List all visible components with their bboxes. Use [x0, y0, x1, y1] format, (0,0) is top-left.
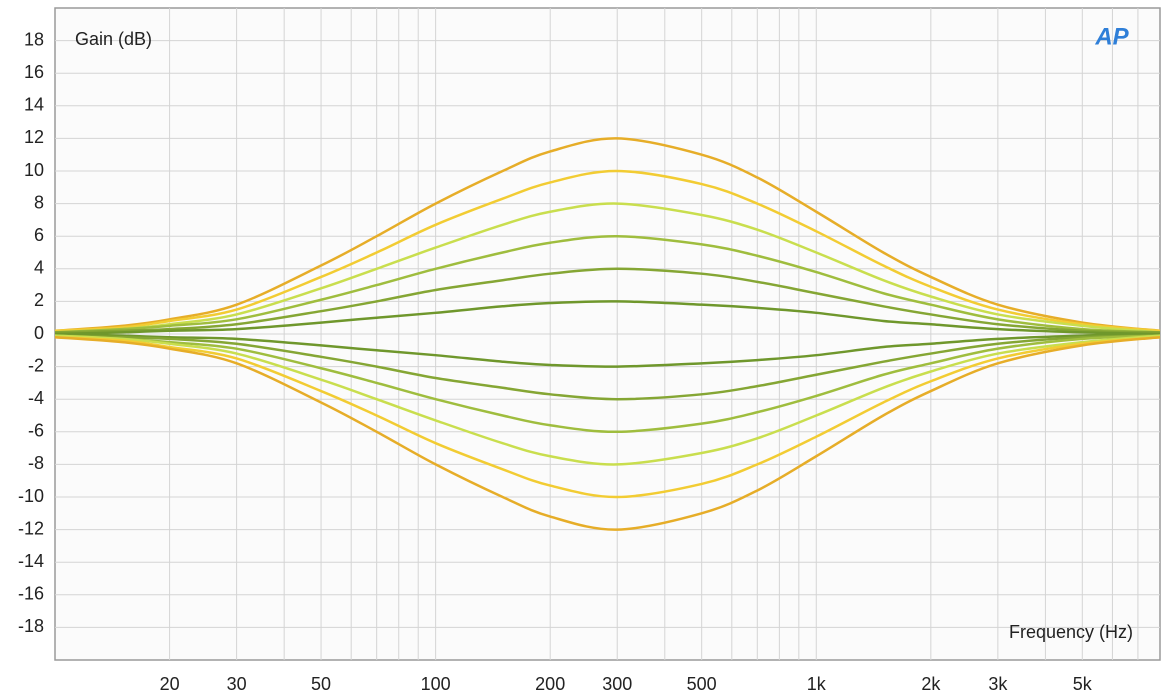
- curve: [54, 336, 1161, 531]
- x-axis-label: Frequency (Hz): [1009, 622, 1133, 642]
- y-tick-label: -8: [28, 453, 44, 473]
- curve: [54, 300, 1161, 336]
- y-tick-label: 18: [24, 29, 44, 49]
- curve: [54, 334, 1161, 401]
- y-tick-label: 4: [34, 258, 44, 278]
- x-tick-label: 50: [311, 674, 331, 694]
- curve: [54, 234, 1161, 334]
- curve: [54, 267, 1161, 334]
- x-tick-label: 3k: [988, 674, 1008, 694]
- curve: [54, 332, 1161, 368]
- y-tick-label: 6: [34, 225, 44, 245]
- grid: [55, 8, 1160, 660]
- curve: [54, 169, 1161, 332]
- y-axis-label: Gain (dB): [75, 29, 152, 49]
- logo: AP: [1094, 23, 1129, 50]
- y-tick-label: 2: [34, 290, 44, 310]
- x-tick-label: 1k: [807, 674, 827, 694]
- x-tick-label: 2k: [921, 674, 941, 694]
- y-tick-label: -18: [18, 616, 44, 636]
- y-tick-label: -14: [18, 551, 44, 571]
- y-tick-label: -10: [18, 486, 44, 506]
- curve: [54, 334, 1161, 466]
- lines: [54, 137, 1161, 531]
- curve: [54, 334, 1161, 434]
- curve: [54, 202, 1161, 334]
- y-tick-label: -6: [28, 421, 44, 441]
- y-tick-label: -12: [18, 518, 44, 538]
- x-tick-label: 100: [421, 674, 451, 694]
- y-tick-label: -4: [28, 388, 44, 408]
- y-tick-label: 14: [24, 95, 44, 115]
- x-tick-label: 300: [602, 674, 632, 694]
- x-tick-label: 30: [227, 674, 247, 694]
- y-tick-label: -2: [28, 355, 44, 375]
- curve: [54, 137, 1161, 332]
- curve: [54, 336, 1161, 499]
- y-tick-label: 8: [34, 192, 44, 212]
- x-tick-label: 200: [535, 674, 565, 694]
- y-tick-label: 0: [34, 323, 44, 343]
- x-tick-label: 500: [687, 674, 717, 694]
- y-tick-label: 10: [24, 160, 44, 180]
- x-tick-label: 5k: [1073, 674, 1093, 694]
- y-tick-label: -16: [18, 584, 44, 604]
- y-tick-label: 16: [24, 62, 44, 82]
- y-tick-label: 12: [24, 127, 44, 147]
- x-tick-label: 20: [160, 674, 180, 694]
